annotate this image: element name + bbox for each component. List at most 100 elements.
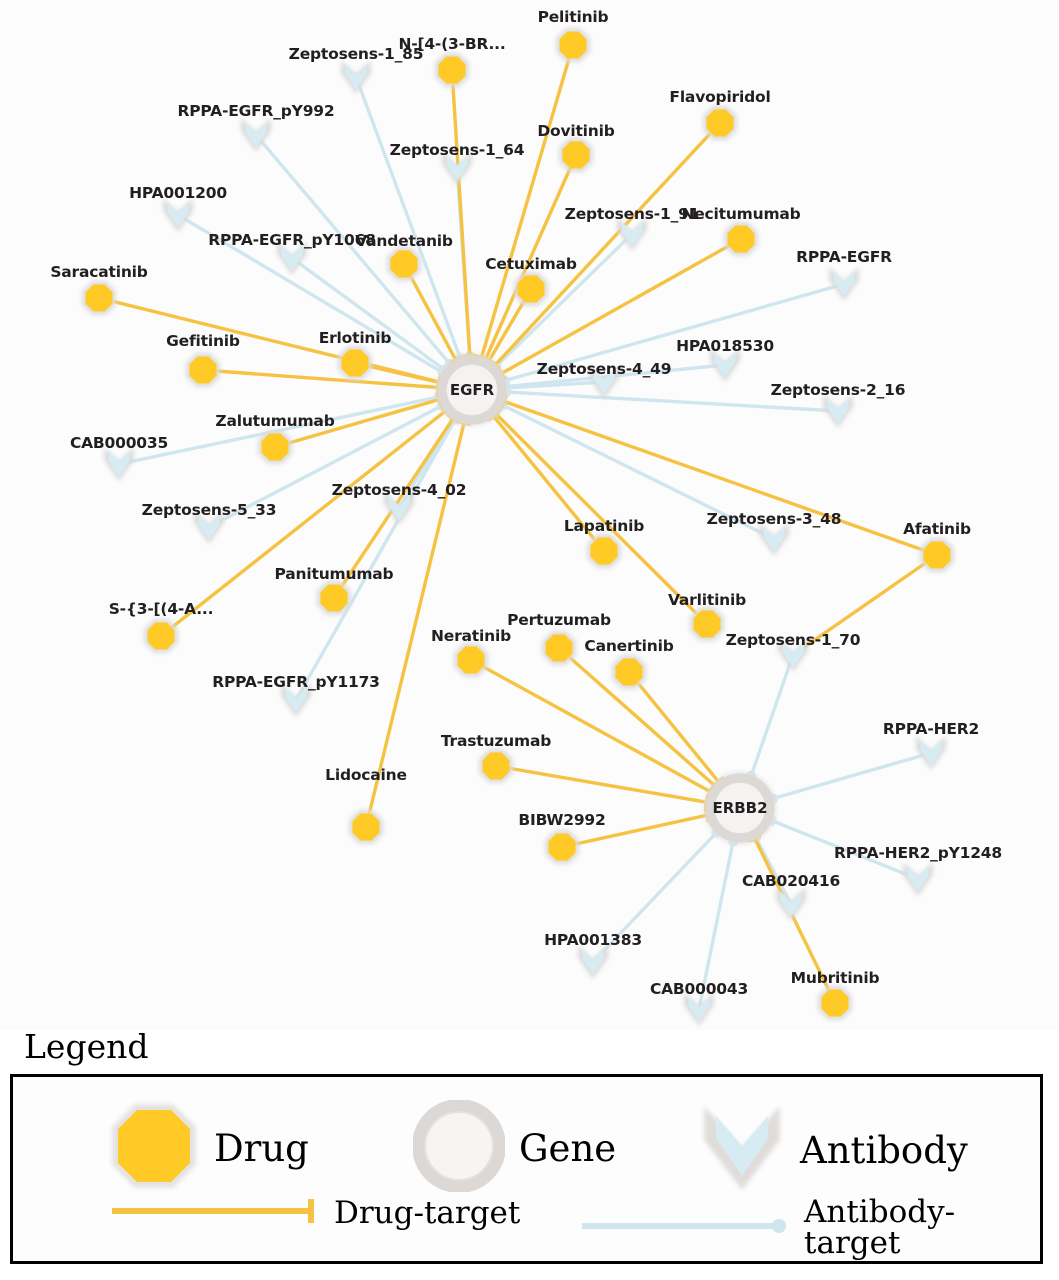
chevron-icon	[833, 271, 855, 297]
antibody-node[interactable]	[241, 118, 271, 152]
antibody-node[interactable]	[684, 992, 714, 1026]
drug-edge-icon	[108, 1197, 320, 1229]
edge-drug	[491, 414, 606, 553]
legend-item-antibody: Antibody	[698, 1100, 968, 1200]
network-graph: Zeptosens-1_85 RPPA-EGFR_pY992 Zeptosens-1…	[50, 8, 1003, 1026]
edge-drug	[364, 421, 466, 829]
chevron-icon	[782, 642, 804, 668]
chevron-icon	[920, 740, 942, 766]
circle-icon	[447, 365, 497, 415]
edge-drug	[494, 412, 709, 626]
antibody-node[interactable]	[104, 447, 134, 481]
drug-node[interactable]	[587, 534, 621, 568]
chevron-icon	[245, 122, 267, 148]
antibody-node[interactable]	[776, 887, 806, 921]
octagon-icon	[457, 646, 485, 674]
drug-node[interactable]	[82, 281, 116, 315]
drug-node[interactable]	[818, 986, 852, 1020]
legend: Legend Drug	[0, 1030, 1059, 1280]
antibody-node[interactable]	[578, 945, 608, 979]
gene-label-egfr: EGFR	[449, 381, 495, 399]
antibody-node[interactable]	[823, 394, 853, 428]
chevron-icon	[763, 526, 785, 552]
antibody-node[interactable]	[277, 241, 307, 275]
drug-node[interactable]	[144, 619, 178, 653]
antibody-node[interactable]	[341, 60, 371, 94]
edge-drug	[273, 397, 442, 449]
octagon-icon	[615, 658, 643, 686]
octagon-icon	[517, 275, 545, 303]
antibody-node[interactable]	[163, 198, 193, 232]
edge-drug	[201, 368, 440, 390]
edge-antibody	[354, 75, 462, 360]
antibody-node[interactable]	[710, 348, 740, 382]
drug-node[interactable]	[454, 643, 488, 677]
octagon-icon	[693, 610, 721, 638]
octagon-icon	[352, 813, 380, 841]
chevron-icon	[108, 451, 130, 477]
legend-edges-row: Drug-target Antibody-target	[13, 1197, 1040, 1259]
drug-node[interactable]	[690, 607, 724, 641]
antibody-node[interactable]	[916, 736, 946, 770]
gene-label-erbb2: ERBB2	[712, 799, 768, 817]
drug-node[interactable]	[258, 430, 292, 464]
antibody-node[interactable]	[384, 491, 414, 525]
drug-node[interactable]	[545, 830, 579, 864]
octagon-icon	[341, 349, 369, 377]
drug-node[interactable]	[612, 655, 646, 689]
antibody-node[interactable]	[903, 862, 933, 896]
legend-label-gene: Gene	[519, 1126, 617, 1170]
legend-shapes-row: Drug Gene	[13, 1095, 1040, 1193]
drug-node[interactable]	[435, 53, 469, 87]
edges-layer	[97, 43, 939, 1011]
antibody-node[interactable]	[759, 522, 789, 556]
drug-node[interactable]	[514, 272, 548, 306]
drug-node[interactable]	[542, 631, 576, 665]
antibody-node[interactable]	[778, 638, 808, 672]
drug-node[interactable]	[724, 222, 758, 256]
edge-drug	[469, 658, 712, 794]
drug-node[interactable]	[349, 810, 383, 844]
gene-ring	[705, 773, 775, 843]
edge-antibody	[207, 404, 444, 529]
antibody-node[interactable]	[589, 365, 619, 399]
edge-antibody	[749, 653, 795, 778]
antibody-node[interactable]	[829, 267, 859, 301]
antibody-node[interactable]	[281, 683, 311, 717]
antibody-node[interactable]	[194, 510, 224, 544]
edge-antibody	[769, 818, 920, 881]
drug-node[interactable]	[317, 581, 351, 615]
octagon-icon	[438, 56, 466, 84]
edge-antibody	[254, 133, 452, 366]
drug-node[interactable]	[559, 138, 593, 172]
drug-node[interactable]	[479, 749, 513, 783]
legend-label-antibody: Antibody	[800, 1128, 968, 1172]
edge-drug	[450, 68, 472, 358]
antibody-node[interactable]	[442, 151, 472, 185]
antibody-node[interactable]	[617, 217, 647, 251]
chevron-icon	[345, 64, 367, 90]
drug-node[interactable]	[186, 353, 220, 387]
drug-node[interactable]	[338, 346, 372, 380]
circle-icon	[412, 1099, 506, 1196]
drug-node[interactable]	[920, 538, 954, 572]
octagon-icon	[545, 634, 573, 662]
circle-icon	[715, 783, 765, 833]
edge-antibody	[290, 256, 447, 372]
edge-antibody	[770, 751, 933, 801]
gene-node-erbb2[interactable]	[704, 772, 776, 844]
octagon-icon	[390, 250, 418, 278]
drug-node[interactable]	[556, 28, 590, 62]
octagon-icon	[261, 433, 289, 461]
chevron-icon	[281, 245, 303, 271]
edge-antibody	[591, 830, 719, 964]
edge-drug	[502, 399, 939, 557]
octagon-icon	[727, 225, 755, 253]
octagon-icon	[482, 752, 510, 780]
drug-node[interactable]	[703, 106, 737, 140]
chevron-icon	[688, 996, 710, 1022]
gene-node-egfr[interactable]	[436, 354, 508, 426]
antibody-edge-icon	[578, 1212, 790, 1244]
chevron-icon	[593, 369, 615, 395]
drug-node[interactable]	[387, 247, 421, 281]
